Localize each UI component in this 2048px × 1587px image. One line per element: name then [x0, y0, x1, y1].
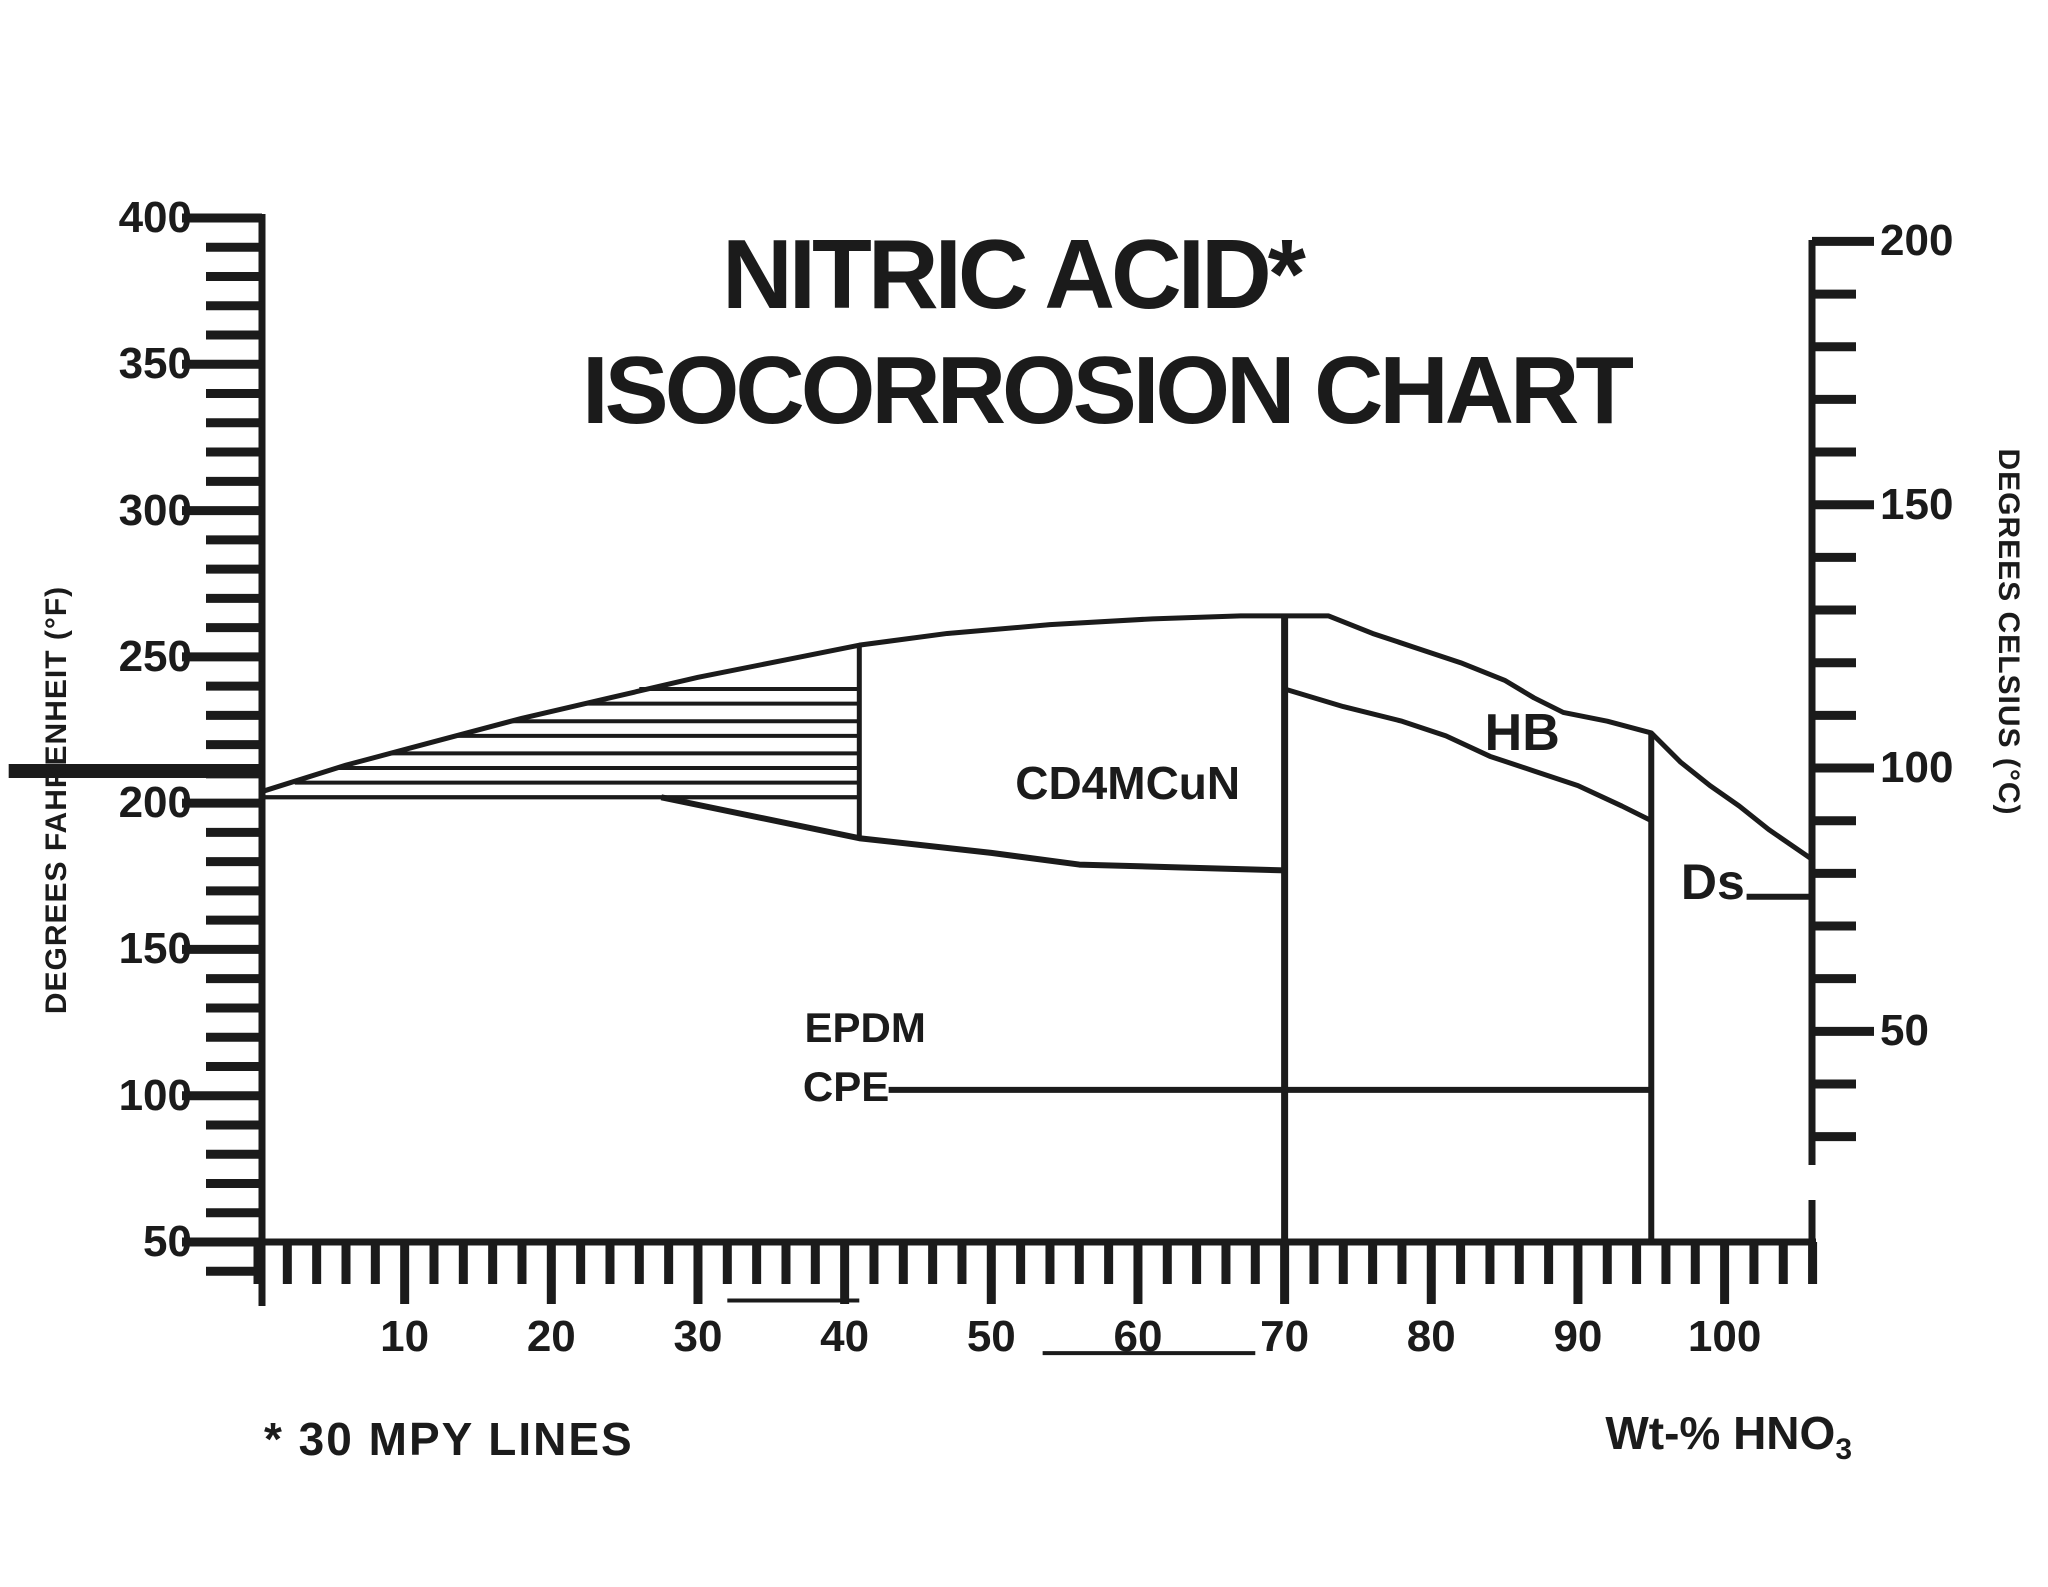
x-axis-tick-label: 20: [526, 1312, 576, 1361]
right-axis-tick-label: 150: [1880, 479, 1954, 529]
x-axis-tick-label: 30: [673, 1312, 723, 1361]
x-axis-tick-label: 90: [1553, 1312, 1603, 1361]
region-label-ds: Ds: [1680, 854, 1745, 911]
x-axis-tick-label: 60: [1113, 1312, 1163, 1361]
chart-title-line1: NITRIC ACID*: [722, 219, 1306, 329]
left-axis-tick-label: 350: [118, 339, 192, 389]
x-axis-tick-label: 40: [820, 1312, 870, 1361]
left-axis-tick-label: 250: [118, 631, 192, 681]
x-axis-tick-label: 100: [1687, 1312, 1762, 1361]
right-axis-tick-label: 100: [1880, 743, 1954, 793]
left-axis-tick-label: 300: [118, 485, 192, 535]
region-label-epdm: EPDM: [804, 1004, 926, 1052]
curve-cd4mcun-floor: [660, 794, 1285, 874]
curve-inner-right-descent: [1283, 686, 1653, 823]
x-axis-tick-label: 70: [1260, 1312, 1310, 1361]
x-axis-tick-label: 50: [966, 1312, 1016, 1361]
region-label-cpe: CPE: [802, 1062, 890, 1110]
left-axis-tick-label: 400: [118, 193, 192, 242]
right-axis-tick-label: 200: [1880, 216, 1954, 266]
x-axis-unit-label: Wt-% HNO3: [1552, 1406, 1852, 1467]
right-axis-title: DEGREES CELSIUS (°C): [1992, 448, 2025, 816]
curve-hb-envelope: [261, 613, 1813, 861]
chart-title-line2: ISOCORROSION CHART: [581, 337, 1634, 444]
left-axis-tick-label: 100: [118, 1070, 192, 1120]
region-label-cd4mcun: CD4MCuN: [1015, 756, 1241, 809]
region-label-hb: HB: [1484, 703, 1560, 762]
x-axis-tick-label: 80: [1406, 1312, 1456, 1361]
left-axis-tick-label: 200: [118, 778, 192, 828]
footnote-30mpy: * 30 MPY LINES: [264, 1413, 634, 1465]
x-axis-unit-subscript: 3: [1835, 1433, 1852, 1467]
x-axis-tick-label: 10: [380, 1312, 430, 1361]
x-axis-unit-text: Wt-% HNO: [1605, 1407, 1836, 1459]
left-axis-tick-label: 150: [118, 924, 192, 974]
left-axis-tick-label: 50: [143, 1216, 192, 1266]
right-axis-tick-label: 50: [1880, 1006, 1929, 1056]
